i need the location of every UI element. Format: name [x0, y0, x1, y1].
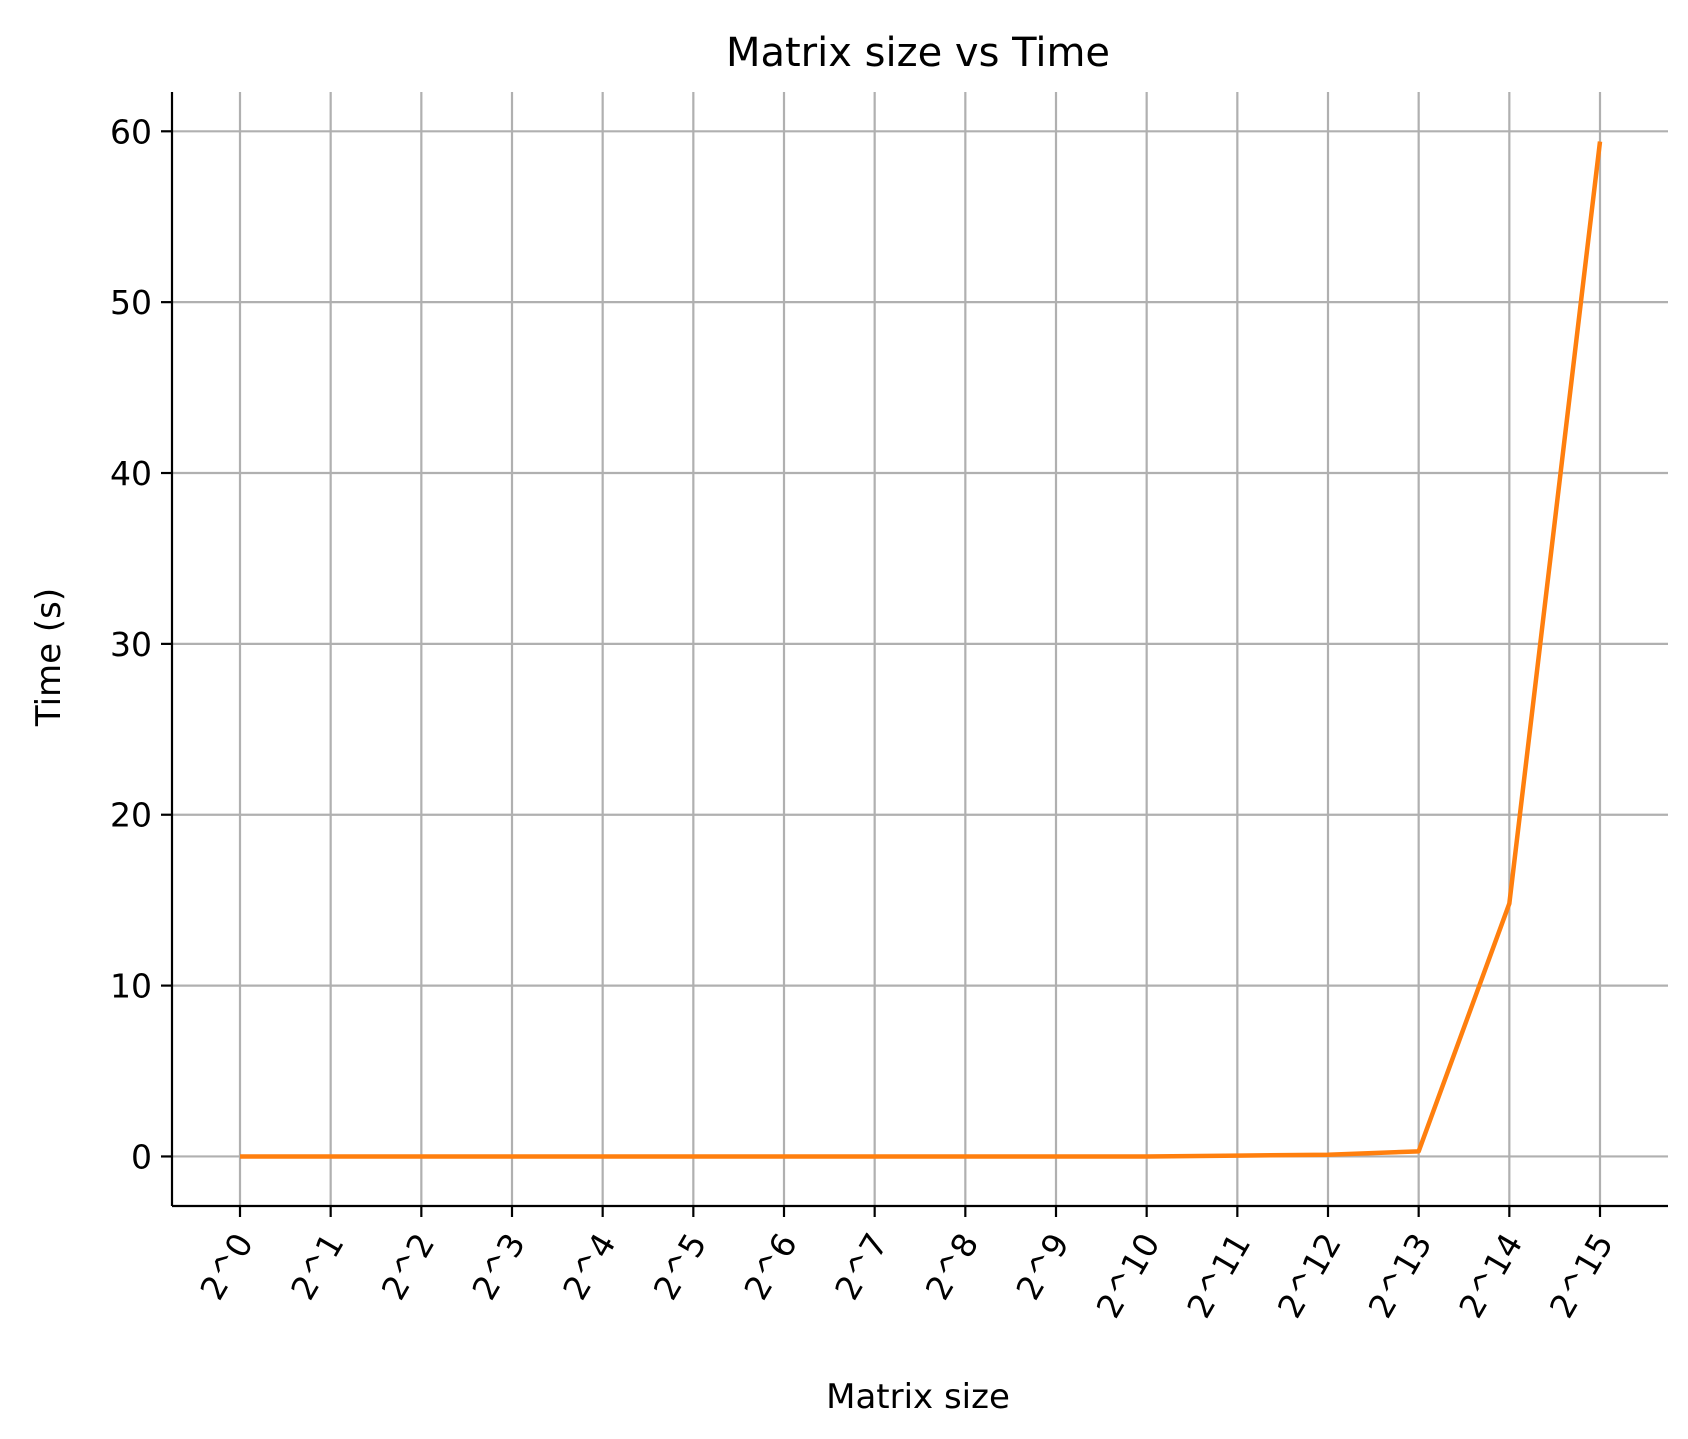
y-tick-label: 60	[110, 112, 152, 151]
y-tick-label: 10	[110, 967, 152, 1006]
chart-title: Matrix size vs Time	[726, 30, 1110, 76]
y-tick-label: 40	[110, 454, 152, 493]
y-tick-label: 30	[110, 625, 152, 664]
x-axis-label: Matrix size	[826, 1377, 1010, 1417]
x-gridlines	[238, 92, 1602, 1206]
series-line	[240, 141, 1603, 1159]
y-tick-label: 50	[110, 283, 152, 322]
y-tick-label: 0	[131, 1137, 152, 1176]
series-layer	[240, 141, 1603, 1159]
y-tick-label: 20	[110, 796, 152, 835]
y-axis-label: Time (s)	[29, 588, 69, 727]
y-axis-ticks: 0 10 20 30 40 50 60	[110, 112, 172, 1176]
